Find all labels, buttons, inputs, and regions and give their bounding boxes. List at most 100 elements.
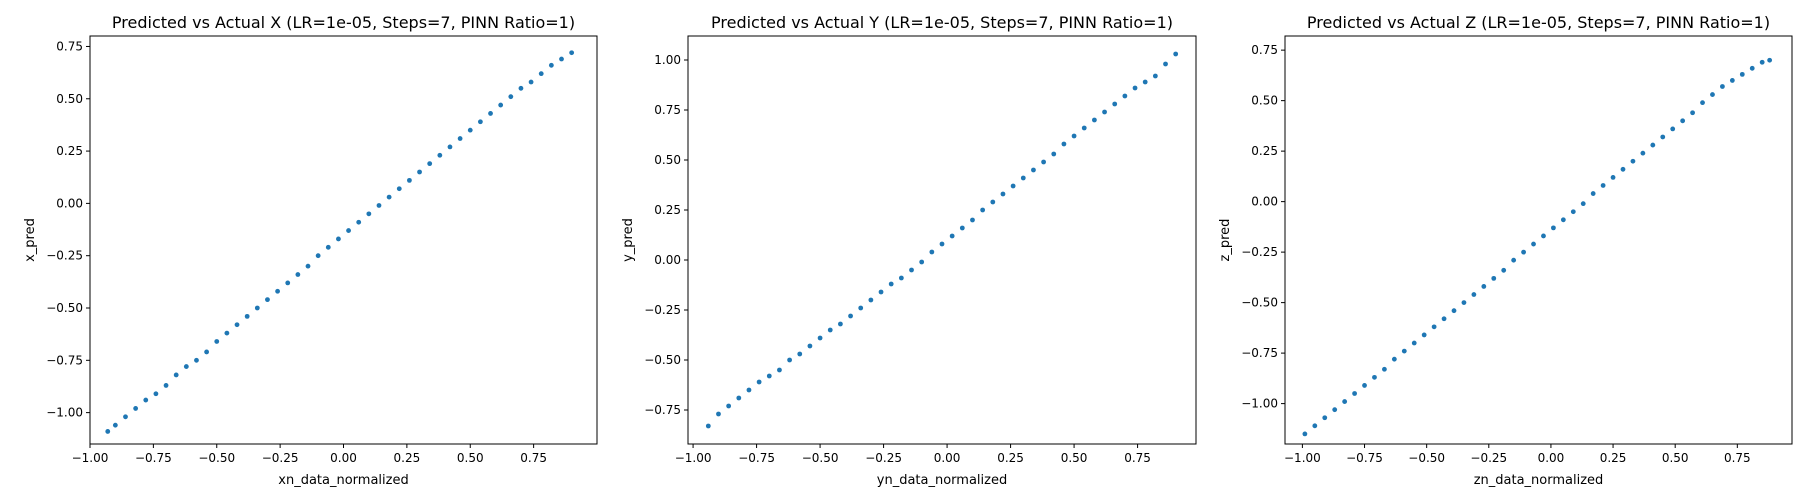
- scatter-point: [559, 56, 564, 62]
- scatter-point: [868, 297, 874, 303]
- scatter-point: [1749, 65, 1755, 71]
- scatter-point: [1132, 85, 1138, 91]
- scatter-point: [838, 321, 843, 327]
- y-axis-ticks: −0.75 −0.50 −0.25 0.00 0.25 0.50 0.75 1.00: [644, 53, 688, 417]
- scatter-point: [848, 313, 853, 319]
- x-tick-label: −0.50: [802, 451, 839, 465]
- scatter-point: [1010, 183, 1016, 189]
- y-tick-label: 0.75: [1251, 43, 1278, 57]
- scatter-point: [1620, 166, 1626, 172]
- scatter-point: [194, 357, 199, 363]
- scatter-point: [1102, 109, 1107, 115]
- scatter-point: [244, 313, 250, 319]
- x-tick-label: 0.00: [330, 451, 357, 465]
- x-axis-ticks: −1.00 −0.75 −0.50 −0.25 0.00 0.25 0.50 0.75: [72, 444, 547, 465]
- scatter-point: [528, 79, 534, 85]
- scatter-point: [990, 199, 996, 205]
- y-axis-label: y_pred: [621, 218, 636, 262]
- y-axis-label: z_pred: [1218, 219, 1233, 262]
- x-tick-label: −0.50: [198, 451, 235, 465]
- scatter-point: [1501, 267, 1507, 273]
- scatter-point: [1767, 57, 1773, 63]
- subplot-y: Predicted vs Actual Y (LR=1e-05, Steps=7…: [621, 13, 1197, 488]
- scatter-point: [1382, 366, 1387, 372]
- x-axis-label: xn_data_normalized: [278, 473, 408, 488]
- x-tick-label: −0.75: [738, 451, 775, 465]
- scatter-point: [1570, 209, 1576, 215]
- scatter-point: [787, 357, 792, 363]
- scatter-point: [1680, 118, 1686, 124]
- x-axis-label: zn_data_normalized: [1474, 473, 1604, 488]
- y-axis-ticks: −1.00 −0.75 −0.50 −0.25 0.00 0.25 0.50 0.75: [46, 39, 90, 420]
- x-tick-label: 0.75: [1724, 451, 1751, 465]
- scatter-point: [275, 288, 280, 294]
- scatter-point: [1362, 383, 1367, 388]
- y-tick-label: −0.25: [1241, 245, 1278, 259]
- scatter-point: [756, 379, 762, 385]
- x-tick-label: 0.50: [1662, 451, 1689, 465]
- scatter-point: [1092, 117, 1097, 123]
- y-tick-label: 0.75: [654, 103, 681, 117]
- scatter-point: [427, 161, 433, 167]
- scatter-point: [807, 343, 813, 349]
- y-tick-label: 1.00: [654, 53, 681, 67]
- y-tick-label: 0.00: [654, 253, 681, 267]
- scatter-point: [183, 364, 189, 369]
- scatter-point: [1020, 175, 1026, 181]
- scatter-point: [407, 177, 412, 183]
- scatter-point: [1720, 84, 1725, 89]
- scatter-point: [1640, 150, 1646, 156]
- subplot-z: Predicted vs Actual Z (LR=1e-05, Steps=7…: [1218, 13, 1793, 488]
- scatter-point: [356, 219, 362, 225]
- scatter-point: [1173, 51, 1179, 57]
- y-tick-label: −0.75: [644, 403, 681, 417]
- scatter-point: [1600, 183, 1606, 188]
- y-tick-label: 0.25: [654, 203, 681, 217]
- scatter-point: [817, 335, 823, 341]
- scatter-point: [1710, 92, 1715, 97]
- scatter-point: [396, 186, 402, 192]
- scatter-point: [929, 249, 935, 255]
- scatter-point: [1000, 191, 1006, 197]
- scatter-point: [1481, 284, 1487, 289]
- y-tick-label: 0.50: [1251, 94, 1278, 108]
- scatter-points: [705, 51, 1179, 429]
- scatter-point: [1421, 332, 1427, 338]
- y-tick-label: −0.50: [644, 353, 681, 367]
- scatter-point: [1531, 241, 1536, 247]
- scatter-point: [1700, 100, 1705, 106]
- x-tick-label: −0.75: [135, 451, 172, 465]
- scatter-points: [1302, 57, 1773, 437]
- scatter-point: [538, 71, 544, 77]
- x-tick-label: −0.75: [1346, 451, 1383, 465]
- scatter-point: [1610, 174, 1616, 180]
- scatter-point: [1332, 407, 1338, 413]
- scatter-point: [1451, 308, 1457, 314]
- scatter-point: [1352, 391, 1357, 396]
- scatter-point: [766, 373, 772, 379]
- scatter-point: [1401, 348, 1407, 354]
- scatter-point: [163, 383, 169, 388]
- scatter-point: [777, 367, 782, 373]
- scatter-point: [1431, 324, 1437, 330]
- scatter-point: [437, 152, 443, 158]
- scatter-point: [477, 119, 483, 125]
- scatter-point: [1660, 134, 1666, 140]
- scatter-point: [265, 297, 270, 303]
- scatter-point: [285, 280, 291, 286]
- scatter-point: [797, 351, 803, 357]
- plot-frame: [89, 35, 598, 445]
- scatter-point: [295, 272, 301, 277]
- scatter-point: [508, 94, 514, 100]
- scatter-point: [305, 263, 311, 269]
- scatter-point: [1031, 167, 1036, 173]
- scatter-point: [386, 194, 392, 200]
- plot-frame: [1284, 35, 1793, 445]
- chart-title: Predicted vs Actual Y (LR=1e-05, Steps=7…: [711, 13, 1173, 32]
- scatter-point: [1491, 275, 1497, 281]
- scatter-point: [746, 387, 752, 393]
- scatter-point: [467, 127, 473, 133]
- scatter-point: [726, 403, 732, 409]
- scatter-point: [325, 244, 331, 250]
